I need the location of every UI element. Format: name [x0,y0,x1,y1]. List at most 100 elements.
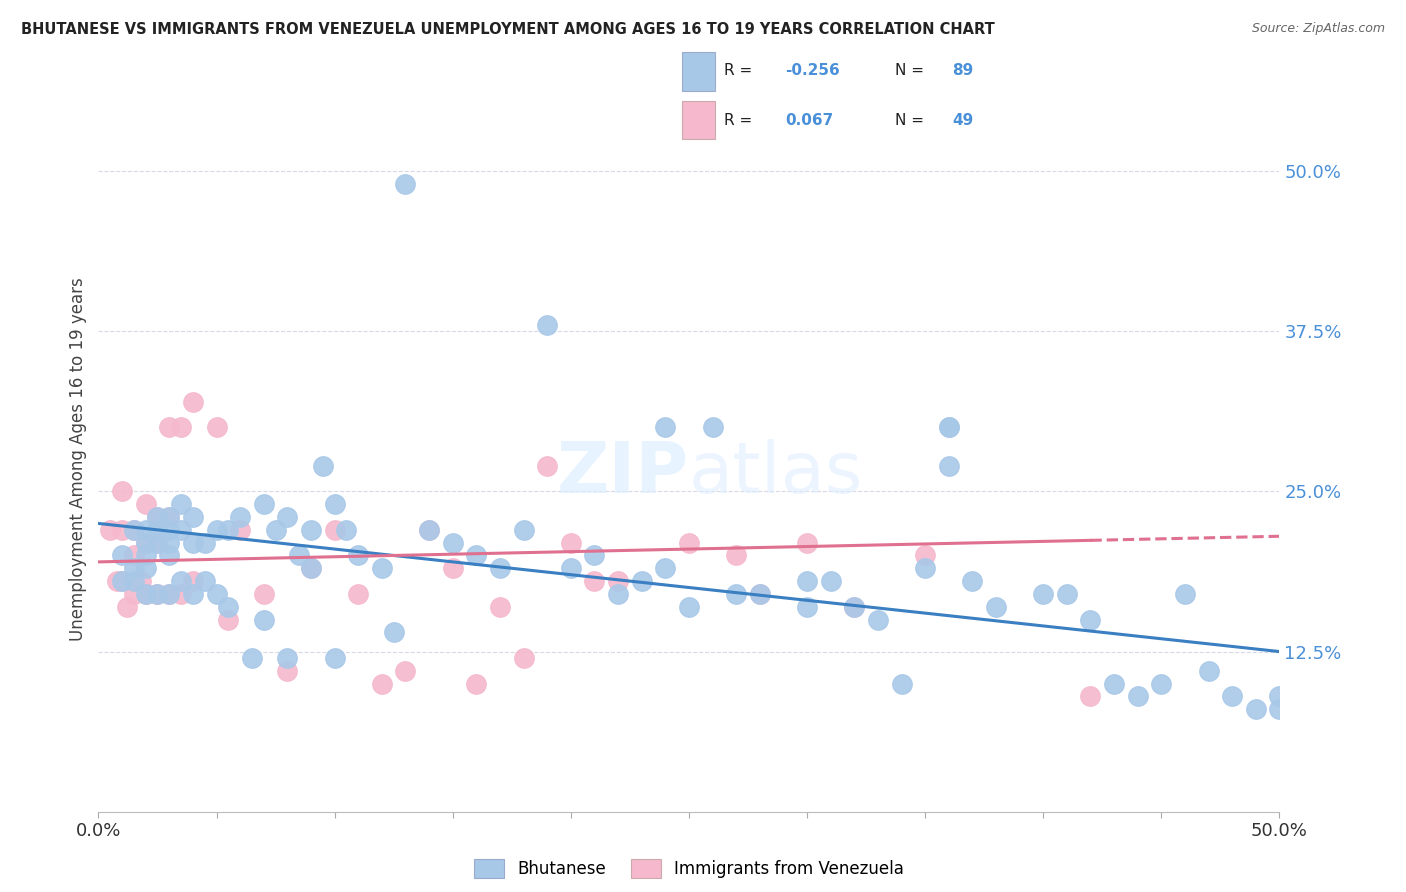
Point [170,497,193,511]
Point [111,574,134,588]
Point [382,625,405,640]
Point [194,535,217,549]
Point [844,599,866,614]
Point [347,549,370,563]
Point [725,549,748,563]
Point [146,510,169,524]
Point [217,599,239,614]
Point [146,535,169,549]
Point [465,676,488,690]
Legend: Bhutanese, Immigrants from Venezuela: Bhutanese, Immigrants from Venezuela [467,852,911,885]
FancyBboxPatch shape [682,101,714,139]
Point [157,587,180,601]
Point [122,523,145,537]
Point [146,510,169,524]
Point [157,549,180,563]
Point [489,561,512,575]
Point [288,549,311,563]
Point [170,523,193,537]
Point [820,574,842,588]
Point [1198,664,1220,678]
Point [299,561,322,575]
Point [654,420,676,434]
Point [157,587,180,601]
Point [170,574,193,588]
Point [984,599,1007,614]
Text: 89: 89 [952,62,973,78]
Point [583,549,606,563]
Point [111,484,134,499]
Point [748,587,770,601]
Point [240,651,263,665]
Point [371,676,394,690]
Point [441,561,464,575]
Point [335,523,357,537]
Point [394,664,416,678]
Point [678,599,700,614]
Point [323,497,346,511]
Point [253,613,276,627]
Point [914,561,936,575]
Point [111,523,134,537]
Point [914,549,936,563]
Point [323,651,346,665]
Point [205,420,228,434]
Point [181,587,204,601]
Point [264,523,287,537]
Point [146,523,169,537]
Point [135,561,157,575]
Point [1126,690,1149,704]
Point [796,574,818,588]
Point [122,561,145,575]
Text: N =: N = [896,62,929,78]
Text: 0.067: 0.067 [785,113,834,128]
Point [194,574,217,588]
Point [1268,690,1291,704]
Point [205,523,228,537]
Point [122,587,145,601]
Point [135,523,157,537]
Point [607,587,630,601]
Point [1032,587,1054,601]
Point [217,613,239,627]
Text: R =: R = [724,113,758,128]
Point [299,523,322,537]
Point [962,574,984,588]
Point [157,523,180,537]
Point [105,574,128,588]
Point [441,535,464,549]
Point [229,510,252,524]
Text: R =: R = [724,62,758,78]
Text: ZIP: ZIP [557,439,689,508]
Point [157,510,180,524]
Point [181,574,204,588]
Point [299,561,322,575]
Point [796,535,818,549]
Point [678,535,700,549]
Point [938,458,960,473]
Point [702,420,724,434]
Point [276,664,298,678]
Point [135,535,157,549]
Point [98,523,121,537]
Point [253,497,276,511]
Point [135,535,157,549]
Point [1268,702,1291,716]
Point [146,587,169,601]
Point [229,523,252,537]
Point [135,587,157,601]
Point [512,651,534,665]
Point [217,523,239,537]
Point [583,574,606,588]
Text: N =: N = [896,113,929,128]
Point [1056,587,1078,601]
Point [276,651,298,665]
Point [122,574,145,588]
Point [371,561,394,575]
Point [1244,702,1267,716]
Point [1150,676,1173,690]
Point [170,587,193,601]
Point [938,420,960,434]
Point [1080,613,1102,627]
Point [347,587,370,601]
